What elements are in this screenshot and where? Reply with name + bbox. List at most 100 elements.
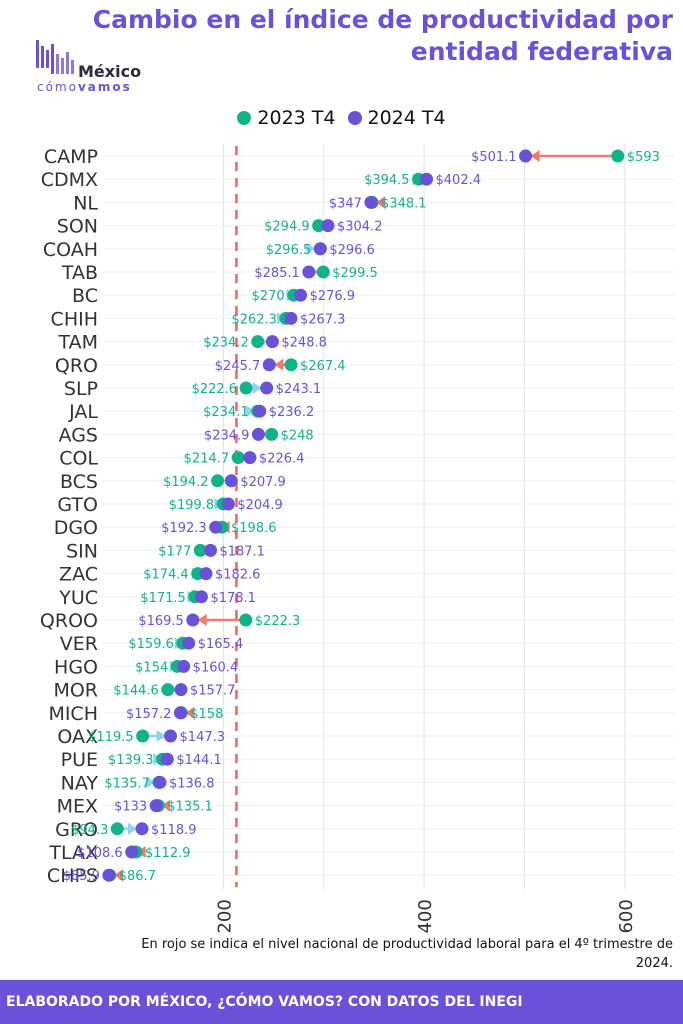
value-label-2024: $285.1 xyxy=(254,266,300,281)
state-label: MEX xyxy=(57,796,98,818)
value-label-2024: $133 xyxy=(114,800,147,815)
value-label-2024: $234.9 xyxy=(204,428,250,443)
legend-item-2023: 2023 T4 xyxy=(237,107,336,129)
dot-2023 xyxy=(161,683,175,697)
value-label-2024: $157.2 xyxy=(126,707,172,722)
value-label-2023: $262.3 xyxy=(231,312,277,327)
value-label-2024: $108.6 xyxy=(77,846,123,861)
dot-2023 xyxy=(239,381,253,395)
value-label-2023: $294.9 xyxy=(264,220,310,235)
dot-2024 xyxy=(199,567,213,581)
state-label: AGS xyxy=(59,424,98,446)
logo-name: México xyxy=(78,62,142,81)
value-label-2024: $147.3 xyxy=(180,730,226,745)
change-arrow-head xyxy=(375,196,385,209)
value-label-2023: $94.3 xyxy=(71,823,108,838)
value-label-2023: $214.7 xyxy=(184,452,230,467)
legend-dot-2024 xyxy=(347,111,362,125)
value-label-2023: $119.5 xyxy=(88,730,134,745)
dot-2024 xyxy=(125,845,139,859)
chart-legend: 2023 T4 2024 T4 xyxy=(0,104,683,132)
legend-dot-2023 xyxy=(237,111,252,125)
state-label: OAX xyxy=(57,726,98,748)
dot-2024 xyxy=(177,659,191,673)
logo-subtitle: cómovamos xyxy=(37,80,132,94)
change-arrow-head xyxy=(145,776,155,789)
change-arrow-head xyxy=(156,730,166,742)
x-tick-label: 400 xyxy=(415,899,436,933)
dot-2024 xyxy=(203,543,217,557)
dot-2024 xyxy=(253,404,267,418)
dot-2024 xyxy=(262,358,276,372)
value-label-2023: $177 xyxy=(158,544,191,559)
state-label: COAH xyxy=(43,239,98,261)
change-arrow-head xyxy=(197,614,207,626)
logo-sub-light: cómo xyxy=(37,80,78,94)
value-label-2023: $248 xyxy=(281,428,314,443)
state-label: CHIH xyxy=(51,308,98,330)
change-arrow-head xyxy=(185,706,195,719)
dot-2024 xyxy=(519,149,533,163)
value-label-2023: $222.3 xyxy=(255,614,301,629)
change-arrow-head xyxy=(306,242,316,255)
value-label-2024: $118.9 xyxy=(151,823,197,838)
state-label: NL xyxy=(73,192,98,214)
source-footer: ELABORADO POR MÉXICO, ¿CÓMO VAMOS? CON D… xyxy=(0,980,683,1024)
dot-2023 xyxy=(110,822,124,836)
legend-item-2024: 2024 T4 xyxy=(347,107,446,129)
value-label-2024: $169.5 xyxy=(138,614,184,629)
state-label: HGO xyxy=(54,656,98,678)
value-label-2024: $402.4 xyxy=(436,173,482,188)
value-label-2023: $139.3 xyxy=(108,753,154,768)
value-label-2023: $198.6 xyxy=(231,521,277,536)
state-label: BCS xyxy=(60,471,98,493)
value-label-2023: $270 xyxy=(252,289,285,304)
state-label: NAY xyxy=(61,772,99,794)
dot-2023 xyxy=(231,451,245,465)
dot-2024 xyxy=(173,706,187,720)
dot-2024 xyxy=(265,335,279,349)
state-label: QROO xyxy=(40,610,98,632)
dot-2024 xyxy=(224,474,238,488)
state-label: YUC xyxy=(58,587,98,609)
state-label: BC xyxy=(72,285,98,307)
value-label-2023: $348.1 xyxy=(381,196,427,211)
value-label-2024: $245.7 xyxy=(215,359,261,374)
value-label-2024: $243.1 xyxy=(276,382,322,397)
value-label-2023: $593 xyxy=(627,150,660,165)
dot-2024 xyxy=(294,288,308,302)
value-label-2024: $85.9 xyxy=(63,869,100,884)
dot-2024 xyxy=(153,775,167,789)
value-label-2023: $234.1 xyxy=(203,405,249,420)
dot-2024 xyxy=(160,752,174,766)
dot-2023 xyxy=(239,613,253,627)
value-label-2024: $182.6 xyxy=(215,568,261,583)
state-label: COL xyxy=(59,448,98,470)
value-label-2024: $165.4 xyxy=(198,637,244,652)
dot-2024 xyxy=(186,613,200,627)
value-label-2023: $199.8 xyxy=(169,498,215,513)
dot-2024 xyxy=(135,822,149,836)
value-label-2024: $226.4 xyxy=(259,452,305,467)
dot-2024 xyxy=(313,242,327,256)
national-level-note: En rojo se indica el nivel nacional de p… xyxy=(141,937,673,971)
value-label-2024: $347 xyxy=(329,196,362,211)
state-label: CDMX xyxy=(41,169,98,191)
value-label-2024: $187.1 xyxy=(219,544,264,559)
value-label-2024: $207.9 xyxy=(240,475,285,490)
x-tick-label: 200 xyxy=(214,899,235,933)
dot-2024 xyxy=(302,265,316,279)
value-label-2023: $154 xyxy=(135,660,168,675)
change-arrow-head xyxy=(274,358,284,371)
legend-label-2024: 2024 T4 xyxy=(367,107,446,129)
value-label-2024: $236.2 xyxy=(269,405,315,420)
dot-2024 xyxy=(221,497,235,511)
dot-2024 xyxy=(243,451,257,465)
change-arrow-head xyxy=(252,382,262,394)
dot-2023 xyxy=(316,265,330,279)
value-label-2023: $171.5 xyxy=(140,591,186,606)
dot-2024 xyxy=(364,195,378,209)
state-label: TLAX xyxy=(48,842,98,864)
state-label: GTO xyxy=(57,494,98,516)
value-label-2024: $178.1 xyxy=(210,591,256,606)
